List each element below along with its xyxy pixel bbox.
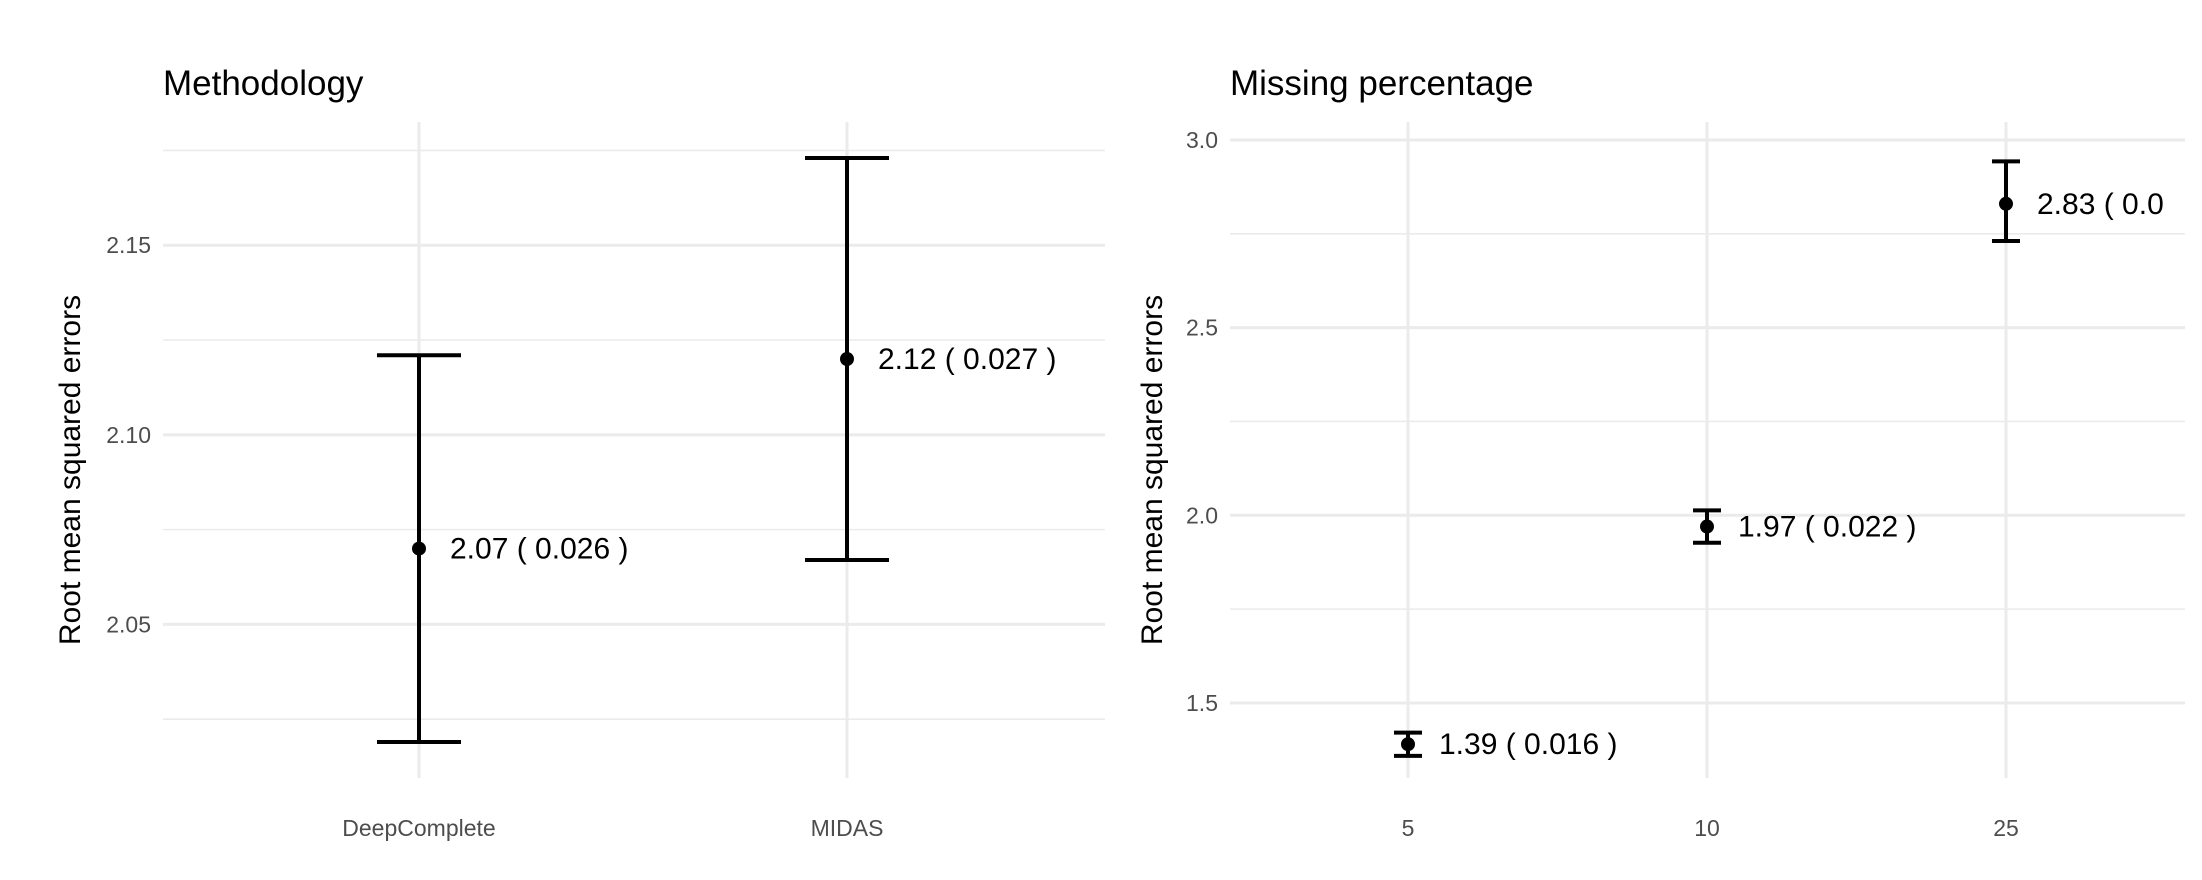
x-tick-label: 10 [1694, 815, 1720, 841]
x-tick-label: MIDAS [811, 815, 884, 841]
x-tick-labels-missing-percentage: 5 10 25 [1402, 815, 2019, 841]
panel-title-missing-percentage: Missing percentage [1230, 64, 1534, 103]
data-label: 2.83 ( 0.0 [2037, 188, 2164, 221]
y-tick-label: 2.05 [106, 611, 151, 637]
y-tick-label: 2.0 [1186, 502, 1218, 528]
data-label: 1.97 ( 0.022 ) [1738, 511, 1916, 544]
data-point [1401, 737, 1415, 752]
y-tick-label: 2.10 [106, 422, 151, 448]
data-label: 2.07 ( 0.026 ) [450, 533, 628, 566]
x-tick-label: 5 [1402, 815, 1415, 841]
data-point [1700, 519, 1714, 534]
data-point [412, 541, 426, 556]
gridlines-methodology [163, 122, 1105, 778]
x-tick-labels-methodology: DeepComplete MIDAS [342, 815, 883, 841]
panel-methodology: Methodology Root mean squared errors 2.0… [54, 64, 1105, 841]
y-tick-label: 3.0 [1186, 127, 1218, 153]
data-point [1999, 196, 2013, 211]
data-label: 2.12 ( 0.027 ) [878, 343, 1056, 376]
panel-missing-percentage: Missing percentage Root mean squared err… [1136, 64, 2185, 841]
y-axis-label-methodology: Root mean squared errors [54, 295, 87, 645]
x-tick-label: 25 [1993, 815, 2019, 841]
error-bars-missing-percentage [1394, 159, 2020, 758]
data-labels-missing-percentage: 1.39 ( 0.016 ) 1.97 ( 0.022 ) 2.83 ( 0.0 [1439, 188, 2164, 761]
y-tick-label: 2.5 [1186, 315, 1218, 341]
panel-title-methodology: Methodology [163, 64, 364, 103]
y-axis-label-missing-percentage: Root mean squared errors [1136, 295, 1169, 645]
data-point [840, 351, 854, 366]
x-tick-label: DeepComplete [342, 815, 495, 841]
error-bars-methodology [377, 156, 889, 744]
y-tick-labels-methodology: 2.05 2.10 2.15 [106, 232, 151, 637]
y-tick-label: 1.5 [1186, 690, 1218, 716]
data-labels-methodology: 2.07 ( 0.026 ) 2.12 ( 0.027 ) [450, 343, 1056, 566]
y-tick-labels-missing-percentage: 1.5 2.0 2.5 3.0 [1186, 127, 1218, 716]
y-tick-label: 2.15 [106, 232, 151, 258]
data-label: 1.39 ( 0.016 ) [1439, 728, 1617, 761]
